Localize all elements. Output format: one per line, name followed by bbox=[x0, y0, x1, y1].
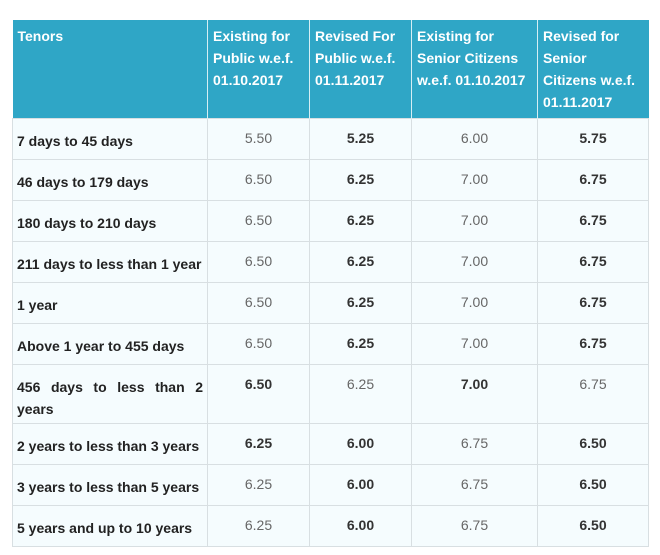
rate-cell: 6.50 bbox=[207, 364, 310, 424]
rate-cell: 6.50 bbox=[537, 464, 649, 506]
rate-cell: 6.75 bbox=[537, 282, 649, 324]
rate-cell: 5.25 bbox=[309, 118, 412, 160]
tenor-cell: 1 year bbox=[12, 282, 208, 324]
tenor-cell: 46 days to 179 days bbox=[12, 159, 208, 201]
rate-cell: 6.75 bbox=[411, 423, 538, 465]
table-row: 5 years and up to 10 years 6.25 6.00 6.75 6.… bbox=[12, 505, 649, 547]
rate-cell: 6.00 bbox=[309, 423, 412, 465]
rate-cell: 6.00 bbox=[411, 118, 538, 160]
tenor-cell: 2 years to less than 3 years bbox=[12, 423, 208, 465]
rate-cell: 6.75 bbox=[537, 241, 649, 283]
table-row: 211 days to less than 1 year 6.50 6.25 7.00… bbox=[12, 241, 649, 283]
rate-cell: 6.75 bbox=[537, 159, 649, 201]
rate-cell: 7.00 bbox=[411, 159, 538, 201]
header-tenors: Tenors bbox=[12, 20, 208, 119]
rate-cell: 6.50 bbox=[207, 159, 310, 201]
rate-cell: 6.50 bbox=[537, 423, 649, 465]
rate-cell: 6.25 bbox=[309, 159, 412, 201]
rate-cell: 6.00 bbox=[309, 464, 412, 506]
rate-cell: 6.75 bbox=[537, 200, 649, 242]
header-revised-public: Revised For Public w.e.f. 01.11.2017 bbox=[309, 20, 412, 119]
rate-cell: 6.50 bbox=[207, 200, 310, 242]
rate-cell: 6.25 bbox=[309, 200, 412, 242]
rate-cell: 5.75 bbox=[537, 118, 649, 160]
rate-cell: 6.25 bbox=[207, 423, 310, 465]
rate-cell: 6.75 bbox=[411, 505, 538, 547]
rate-cell: 6.50 bbox=[537, 505, 649, 547]
rate-cell: 6.50 bbox=[207, 323, 310, 365]
rate-cell: 6.25 bbox=[207, 505, 310, 547]
rate-cell: 7.00 bbox=[411, 323, 538, 365]
rate-cell: 6.75 bbox=[537, 364, 649, 424]
interest-rate-table: Tenors Existing for Public w.e.f. 01.10.… bbox=[12, 20, 649, 547]
table-row: 3 years to less than 5 years 6.25 6.00 6.75… bbox=[12, 464, 649, 506]
rate-cell: 7.00 bbox=[411, 200, 538, 242]
rate-cell: 6.25 bbox=[309, 364, 412, 424]
table-row: 456 days to less than 2 years 6.50 6.25 7.0… bbox=[12, 364, 649, 424]
rate-cell: 6.00 bbox=[309, 505, 412, 547]
rate-cell: 6.25 bbox=[309, 323, 412, 365]
tenor-cell: 211 days to less than 1 year bbox=[12, 241, 208, 283]
rate-cell: 6.25 bbox=[207, 464, 310, 506]
rate-cell: 6.50 bbox=[207, 241, 310, 283]
rate-cell: 6.50 bbox=[207, 282, 310, 324]
rate-cell: 6.25 bbox=[309, 241, 412, 283]
rate-cell: 6.25 bbox=[309, 282, 412, 324]
tenor-cell: 3 years to less than 5 years bbox=[12, 464, 208, 506]
rate-cell: 7.00 bbox=[411, 364, 538, 424]
tenor-cell: 180 days to 210 days bbox=[12, 200, 208, 242]
tenor-cell: 5 years and up to 10 years bbox=[12, 505, 208, 547]
header-row: Tenors Existing for Public w.e.f. 01.10.… bbox=[12, 20, 649, 119]
rate-cell: 6.75 bbox=[411, 464, 538, 506]
rate-cell: 6.75 bbox=[537, 323, 649, 365]
tenor-cell: 456 days to less than 2 years bbox=[12, 364, 208, 424]
header-revised-senior: Revised for Senior Citizens w.e.f. 01.11… bbox=[537, 20, 649, 119]
table-row: Above 1 year to 455 days 6.50 6.25 7.00 6.75 bbox=[12, 323, 649, 365]
table-row: 46 days to 179 days 6.50 6.25 7.00 6.75 bbox=[12, 159, 649, 201]
tenor-cell: 7 days to 45 days bbox=[12, 118, 208, 160]
header-existing-senior: Existing for Senior Citizens w.e.f. 01.1… bbox=[411, 20, 538, 119]
table-row: 2 years to less than 3 years 6.25 6.00 6.75… bbox=[12, 423, 649, 465]
tenor-cell: Above 1 year to 455 days bbox=[12, 323, 208, 365]
table-row: 7 days to 45 days 5.50 5.25 6.00 5.75 bbox=[12, 118, 649, 160]
table-row: 1 year 6.50 6.25 7.00 6.75 bbox=[12, 282, 649, 324]
header-existing-public: Existing for Public w.e.f. 01.10.2017 bbox=[207, 20, 310, 119]
rate-cell: 7.00 bbox=[411, 282, 538, 324]
table-row: 180 days to 210 days 6.50 6.25 7.00 6.75 bbox=[12, 200, 649, 242]
rate-cell: 7.00 bbox=[411, 241, 538, 283]
rate-cell: 5.50 bbox=[207, 118, 310, 160]
